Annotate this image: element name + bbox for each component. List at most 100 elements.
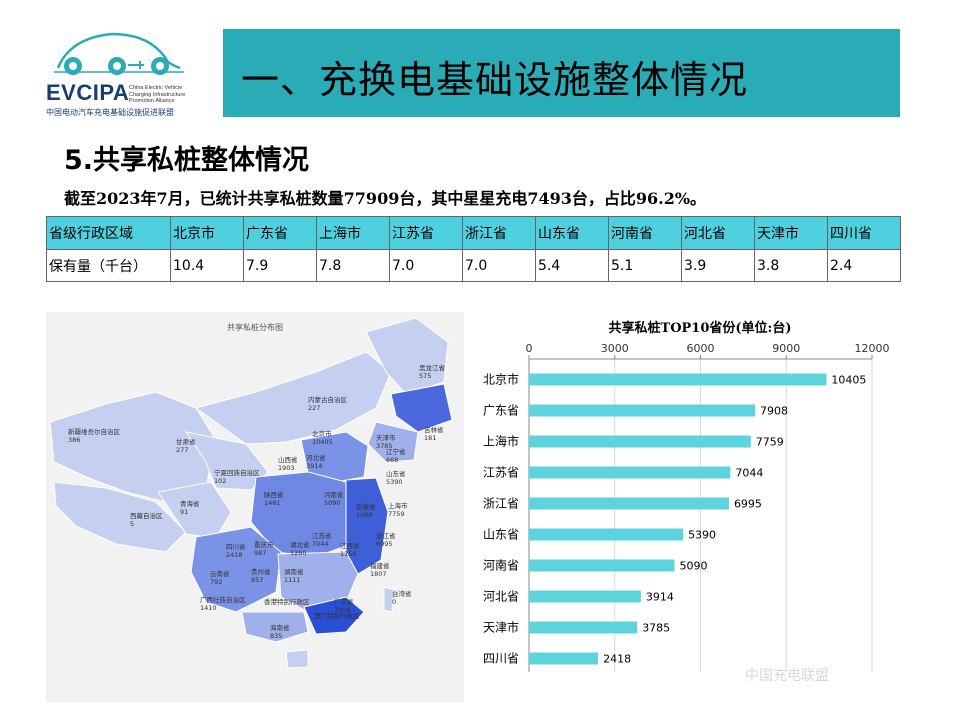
- bar-value-label: 3914: [646, 591, 674, 604]
- table-cell: 2.4: [827, 249, 901, 282]
- bar-value-label: 6995: [734, 498, 762, 511]
- section-title: 5.共享私桩整体情况: [64, 145, 310, 176]
- map-label-name: 天津市: [376, 433, 396, 442]
- bar: [529, 528, 684, 541]
- table-header-cell: 省级行政区域: [46, 216, 171, 250]
- logo-name: EVCIPA: [46, 80, 130, 105]
- map-label-name: 广东省: [334, 597, 354, 606]
- y-category-label: 北京市: [483, 372, 519, 387]
- map-label-name: 陕西省: [264, 490, 284, 499]
- table-header-cell: 广东省: [243, 216, 317, 250]
- table-cell: 5.4: [535, 249, 609, 282]
- map-label-name: 内蒙古自治区: [308, 395, 348, 404]
- top10-bar-chart: 共享私桩TOP10省份(单位:台) 0 3000 6000 9000 12000 北京市 10…: [472, 312, 912, 674]
- map-label-value: 0: [392, 598, 396, 606]
- map-label-name: 云南省: [210, 569, 230, 578]
- map-label-value: 3785: [376, 442, 393, 450]
- map-label-name: 浙江省: [376, 531, 396, 540]
- header-band: [223, 29, 900, 117]
- map-label-value: 575: [419, 372, 431, 380]
- table-cell: 10.4: [170, 249, 244, 282]
- map-label-value: 1410: [200, 604, 217, 612]
- y-category-label: 广东省: [483, 404, 519, 418]
- map-label-value: 6995: [376, 540, 393, 548]
- map-label-name: 贵州省: [251, 567, 271, 576]
- table-cell: 7.9: [243, 249, 317, 282]
- map-label-name: 新疆维吾尔自治区: [68, 427, 121, 436]
- x-tick-label: 9000: [772, 342, 800, 355]
- map-label-name: 黑龙江省: [419, 363, 446, 372]
- bar-value-label: 5090: [679, 560, 707, 573]
- map-label-name: 北京市: [312, 429, 332, 438]
- map-label-name: 湖南省: [284, 567, 304, 576]
- table-cell: 3.9: [681, 249, 755, 282]
- map-label-name: 香港特别行政区: [264, 597, 310, 606]
- chart-title: 共享私桩TOP10省份(单位:台): [609, 320, 792, 336]
- map-region-tibet: [53, 481, 187, 553]
- bar: [529, 497, 729, 510]
- map-label-name: 福建省: [370, 561, 390, 570]
- map-label-value: 386: [68, 436, 80, 444]
- map-label-value: 1903: [278, 464, 295, 472]
- car-plug-logo-icon: [54, 32, 184, 75]
- bar-value-label: 10405: [831, 374, 866, 387]
- map-label-value: 1156: [340, 550, 357, 558]
- logo-subtitle-line: Charging Infrastructure: [129, 91, 186, 98]
- map-label-name: 海南省: [270, 623, 290, 632]
- map-label-value: 10405: [312, 438, 333, 446]
- map-label-value: 1807: [370, 570, 387, 578]
- map-label-name: 山西省: [278, 455, 298, 464]
- table-row: 保有量（千台） 10.4 7.9 7.8 7.0 7.0 5.4 5.1 3.9…: [46, 249, 901, 282]
- map-label-value: 91: [180, 508, 188, 516]
- bar-value-label: 7044: [735, 467, 763, 480]
- map-label-value: 7908: [334, 606, 351, 614]
- y-category-label: 四川省: [483, 652, 519, 666]
- bar: [529, 652, 599, 665]
- map-label-value: 181: [424, 434, 436, 442]
- map-label-value: 668: [386, 456, 398, 464]
- logo-subtitle-line: Promotion Alliance: [129, 98, 175, 104]
- map-label-name: 甘肃省: [176, 437, 196, 446]
- map-region-jilin: [390, 383, 453, 433]
- map-label-value: 5390: [386, 478, 403, 486]
- map-label-name: 西藏自治区: [130, 511, 163, 520]
- map-label-value: 1088: [356, 511, 373, 519]
- map-label-value: 857: [251, 576, 263, 584]
- map-label-value: 227: [308, 404, 320, 412]
- map-label-name: 广西壮族自治区: [200, 595, 246, 604]
- bar-value-label: 5390: [688, 529, 716, 542]
- bar-value-label: 3785: [642, 622, 670, 635]
- map-label-name: 吉林省: [424, 425, 444, 434]
- map-label-value: 792: [210, 578, 222, 586]
- map-label-value: 1260: [290, 549, 307, 557]
- logo-subtitle-line: China Electric Vehicle: [129, 85, 183, 91]
- map-label-name: 河北省: [306, 453, 326, 462]
- map-region-hainan: [285, 649, 309, 669]
- table-cell: 7.0: [462, 249, 536, 282]
- y-category-label: 上海市: [483, 434, 519, 449]
- table-cell: 3.8: [754, 249, 828, 282]
- map-label-value: 1481: [264, 499, 281, 507]
- map-label-value: 5: [130, 520, 134, 528]
- map-label-value: 277: [176, 446, 188, 454]
- map-label-name: 青海省: [180, 499, 200, 508]
- table-cell: 5.1: [608, 249, 682, 282]
- map-label-value: 7044: [312, 540, 329, 548]
- stats-table: 省级行政区域 北京市 广东省 上海市 江苏省 浙江省 山东省 河南省 河北省 天…: [46, 216, 901, 282]
- table-header-row: 省级行政区域 北京市 广东省 上海市 江苏省 浙江省 山东省 河南省 河北省 天…: [46, 216, 901, 250]
- map-label-name: 辽宁省: [386, 447, 406, 456]
- logo-subtitle: China Electric Vehicle Charging Infrastr…: [129, 85, 209, 105]
- china-map-graphic: 共享私桩分布图黑龙江省575吉林省181辽宁省668内蒙古自治区227北京市10…: [49, 317, 453, 669]
- map-label-value: 2418: [226, 551, 243, 559]
- map-region-liaoning: [367, 421, 419, 463]
- map-region-guangdong: [303, 596, 365, 635]
- table-header-cell: 山东省: [535, 216, 609, 250]
- map-title: 共享私桩分布图: [227, 322, 283, 332]
- map-label-value: 102: [214, 477, 226, 485]
- table-header-cell: 北京市: [170, 216, 244, 250]
- map-label-name: 宁夏回族自治区: [214, 468, 260, 477]
- map-label-name: 四川省: [226, 542, 246, 551]
- y-category-label: 河南省: [483, 558, 519, 573]
- y-category-label: 浙江省: [483, 497, 519, 511]
- map-label-name: 湖北省: [290, 540, 310, 549]
